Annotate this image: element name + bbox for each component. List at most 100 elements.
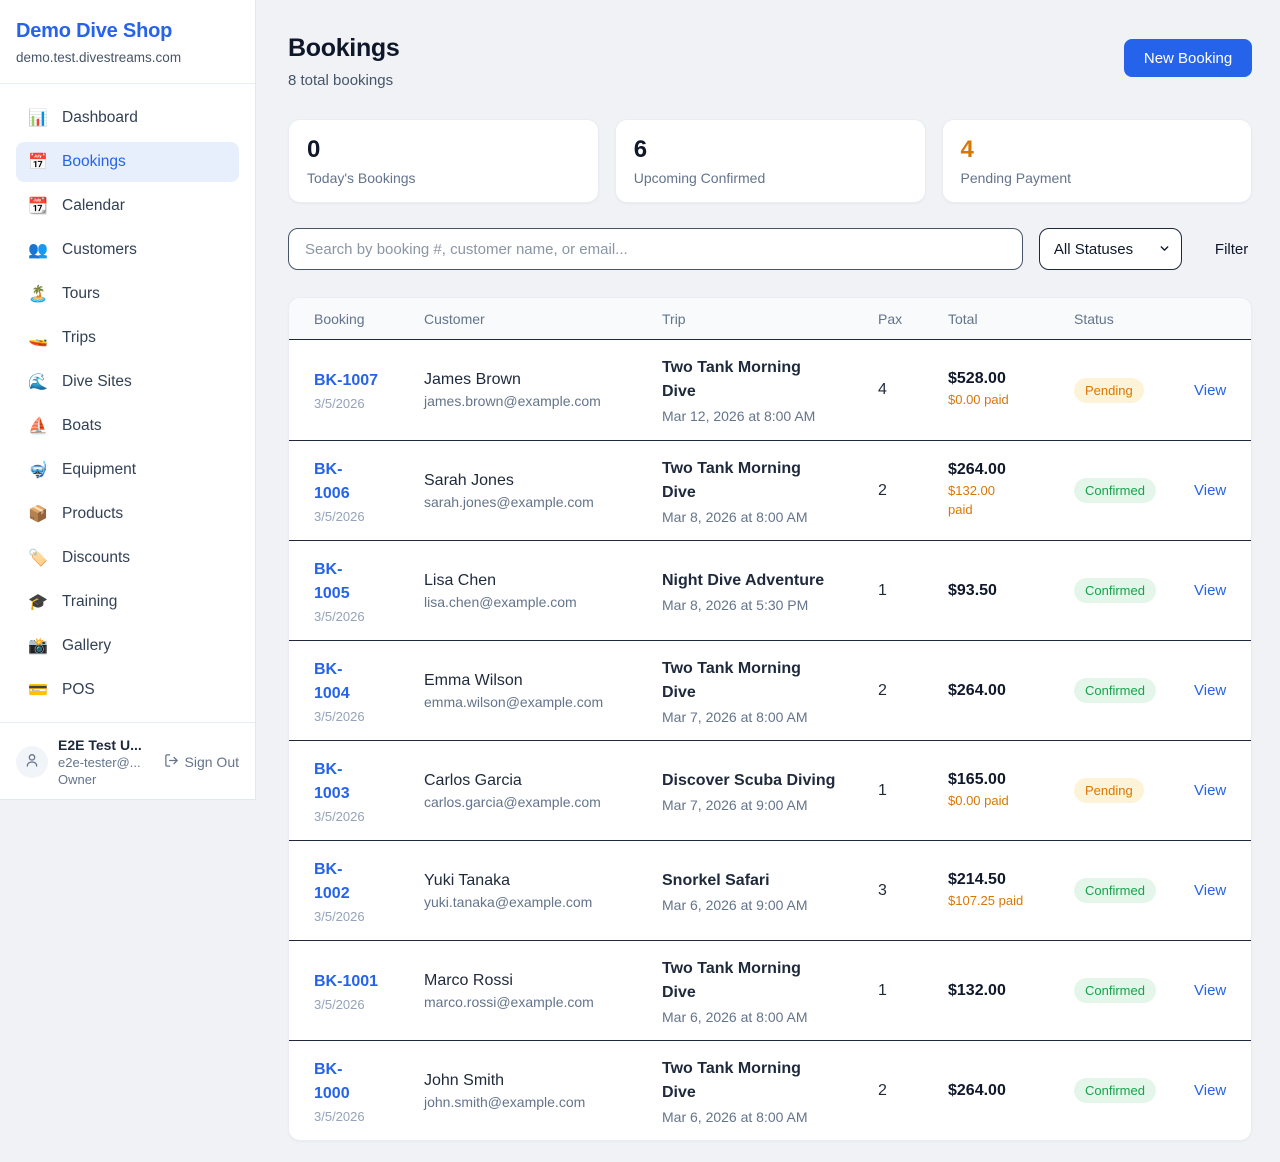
products-icon: 📦: [28, 506, 48, 523]
sidebar-item-discounts[interactable]: 🏷️ Discounts: [16, 538, 239, 578]
sidebar-item-label: Boats: [62, 417, 102, 434]
trip-cell: Night Dive Adventure Mar 8, 2026 at 5:30 …: [662, 569, 878, 613]
view-link[interactable]: View: [1194, 381, 1227, 399]
main-content: Bookings 8 total bookings New Booking 0 T…: [256, 0, 1280, 1141]
sidebar-item-calendar[interactable]: 📆 Calendar: [16, 186, 239, 226]
table-row: BK- 1000 3/5/2026 John Smith john.smith@exam…: [289, 1040, 1252, 1140]
table-row: BK- 1003 3/5/2026 Carlos Garcia carlos.garci…: [289, 740, 1252, 840]
sidebar-item-label: Products: [62, 505, 124, 522]
view-link[interactable]: View: [1194, 782, 1227, 799]
sidebar-item-label: Training: [62, 593, 118, 610]
table-row: BK- 1005 3/5/2026 Lisa Chen lisa.chen@exampl…: [289, 540, 1252, 640]
sidebar-item-equipment[interactable]: 🤿 Equipment: [16, 450, 239, 490]
booking-id-link[interactable]: BK- 1005: [314, 560, 350, 602]
sidebar-item-boats[interactable]: ⛵ Boats: [16, 406, 239, 446]
trip-datetime: Mar 8, 2026 at 8:00 AM: [662, 508, 808, 525]
sidebar-item-tours[interactable]: 🏝️ Tours: [16, 274, 239, 314]
pax-count: 1: [878, 581, 887, 599]
view-link[interactable]: View: [1194, 982, 1227, 999]
stat-value: 4: [960, 136, 974, 163]
booking-id-link[interactable]: BK-1007: [314, 372, 379, 389]
customer-email: john.smith@example.com: [424, 1093, 586, 1110]
pax-count: 2: [878, 1081, 887, 1099]
new-booking-button[interactable]: New Booking: [1123, 39, 1253, 77]
booking-id-link[interactable]: BK- 1002: [314, 860, 350, 902]
user-section: E2E Test U... e2e-tester@... Owner Sign …: [0, 722, 255, 801]
trip-cell: Two Tank Morning Dive Mar 7, 2026 at 8:00…: [662, 657, 878, 725]
sign-out-button[interactable]: Sign Out: [164, 753, 239, 771]
stats-row: 0 Today's Bookings 6 Upcoming Confirmed 4 Pen…: [288, 119, 1253, 203]
sidebar-item-dive-sites[interactable]: 🌊 Dive Sites: [16, 362, 239, 402]
customer-name: Sarah Jones: [424, 471, 514, 489]
total-cell: $264.00: [948, 1082, 1074, 1100]
booking-date: 3/5/2026: [314, 996, 365, 1012]
search-input[interactable]: [288, 228, 1023, 270]
pax-count: 2: [878, 681, 887, 699]
filter-button[interactable]: Filter: [1214, 240, 1249, 258]
sidebar-item-products[interactable]: 📦 Products: [16, 494, 239, 534]
sidebar-item-bookings[interactable]: 📅 Bookings: [16, 142, 239, 182]
trip-name: Night Dive Adventure: [662, 571, 825, 589]
booking-id-link[interactable]: BK- 1003: [314, 760, 350, 802]
table-body: BK-1007 3/5/2026 James Brown james.brown@ex…: [289, 340, 1252, 1140]
view-link[interactable]: View: [1194, 582, 1227, 599]
customer-name: John Smith: [424, 1071, 505, 1089]
sidebar-item-training[interactable]: 🎓 Training: [16, 582, 239, 622]
status-filter-select[interactable]: All Statuses: [1038, 228, 1182, 270]
status-badge: Confirmed: [1074, 478, 1156, 503]
sidebar-item-trips[interactable]: 🚤 Trips: [16, 318, 239, 358]
customer-cell: James Brown james.brown@example.com: [424, 371, 662, 409]
status-cell: Confirmed: [1074, 1078, 1186, 1103]
user-role: Owner: [58, 772, 97, 787]
status-badge: Confirmed: [1074, 678, 1156, 703]
trip-name: Two Tank Morning Dive: [662, 1059, 801, 1101]
booking-date: 3/5/2026: [314, 1108, 365, 1124]
booking-id-link[interactable]: BK-1001: [314, 972, 379, 990]
view-link[interactable]: View: [1194, 882, 1227, 899]
view-link[interactable]: View: [1194, 482, 1227, 499]
sidebar-item-label: Dive Sites: [62, 373, 132, 390]
view-link[interactable]: View: [1194, 1082, 1227, 1099]
booking-date: 3/5/2026: [314, 808, 365, 824]
sidebar-item-pos[interactable]: 💳 POS: [16, 670, 239, 710]
status-cell: Confirmed: [1074, 978, 1186, 1003]
trips-icon: 🚤: [28, 330, 48, 347]
customer-email: carlos.garcia@example.com: [424, 793, 601, 810]
booking-date: 3/5/2026: [314, 608, 365, 624]
booking-id-link[interactable]: BK- 1004: [314, 660, 350, 702]
trip-name: Snorkel Safari: [662, 871, 770, 889]
column-header-total: Total: [948, 310, 978, 327]
sidebar-item-customers[interactable]: 👥 Customers: [16, 230, 239, 270]
pos-icon: 💳: [28, 682, 48, 699]
view-link[interactable]: View: [1194, 682, 1227, 699]
customer-name: Yuki Tanaka: [424, 871, 510, 889]
booking-cell: BK- 1004 3/5/2026: [314, 658, 424, 724]
trip-datetime: Mar 12, 2026 at 8:00 AM: [662, 408, 816, 424]
status-cell: Pending: [1074, 778, 1186, 803]
customer-cell: Carlos Garcia carlos.garcia@example.com: [424, 772, 662, 810]
trip-datetime: Mar 8, 2026 at 5:30 PM: [662, 596, 809, 613]
booking-date: 3/5/2026: [314, 908, 365, 924]
trip-datetime: Mar 7, 2026 at 8:00 AM: [662, 708, 808, 725]
total-cell: $264.00 $132.00 paid: [948, 461, 1074, 520]
total-amount: $214.50: [948, 870, 1006, 888]
booking-cell: BK- 1003 3/5/2026: [314, 758, 424, 824]
sign-out-label: Sign Out: [184, 754, 239, 770]
table-row: BK-1001 3/5/2026 Marco Rossi marco.rossi@ex…: [289, 940, 1252, 1040]
sidebar-item-dashboard[interactable]: 📊 Dashboard: [16, 98, 239, 138]
booking-cell: BK- 1006 3/5/2026: [314, 458, 424, 524]
booking-id-link[interactable]: BK- 1006: [314, 460, 350, 502]
customer-name: Lisa Chen: [424, 571, 497, 589]
title-block: Bookings 8 total bookings: [288, 34, 400, 89]
customer-email: lisa.chen@example.com: [424, 593, 577, 610]
column-header-pax: Pax: [878, 310, 903, 327]
dashboard-icon: 📊: [28, 110, 48, 127]
sidebar-nav: 📊 Dashboard 📅 Bookings 📆 Calendar 👥 Customers 🏝️…: [0, 84, 255, 722]
trip-cell: Two Tank Morning Dive Mar 6, 2026 at 8:00…: [662, 957, 878, 1025]
pax-count: 2: [878, 481, 887, 499]
total-cell: $214.50 $107.25 paid: [948, 871, 1074, 911]
sidebar-item-gallery[interactable]: 📸 Gallery: [16, 626, 239, 666]
booking-id-link[interactable]: BK- 1000: [314, 1060, 350, 1102]
user-email: e2e-tester@...: [58, 755, 141, 770]
column-header-trip: Trip: [662, 310, 686, 327]
